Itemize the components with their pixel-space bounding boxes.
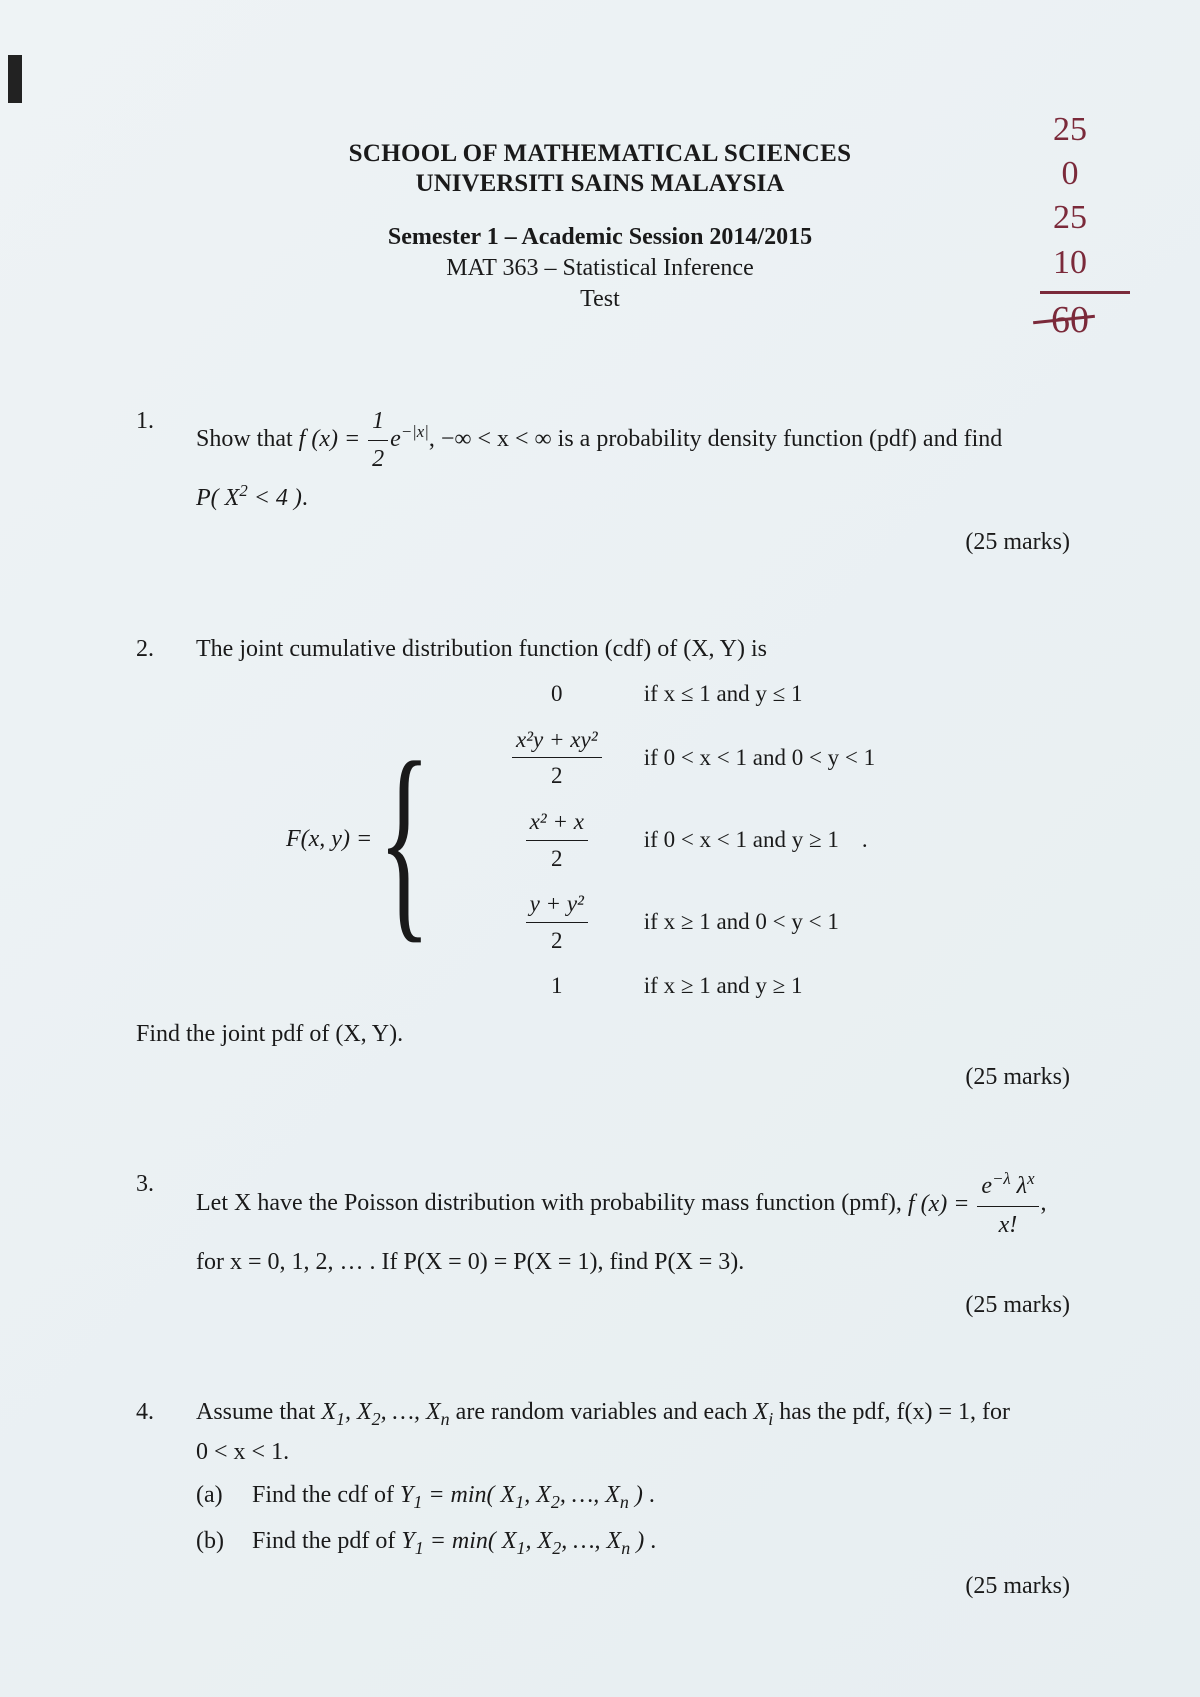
question-body: Let X have the Poisson distribution with…: [196, 1166, 1070, 1324]
scan-artifact: [8, 55, 22, 103]
page: 25 0 25 10 60 SCHOOL OF MATHEMATICAL SCI…: [0, 0, 1200, 1697]
case-cond: if 0 < x < 1 and 0 < y < 1: [644, 740, 875, 776]
case-cond: if x ≥ 1 and 0 < y < 1: [644, 904, 875, 940]
q4-intro-a: Assume that: [196, 1399, 321, 1425]
q1-range: , −∞ < x < ∞: [429, 426, 558, 452]
test-label: Test: [130, 286, 1070, 313]
q4-marks: (25 marks): [196, 1568, 1070, 1605]
q4-xi: Xi: [754, 1399, 774, 1425]
q2-piecewise: F(x, y) = { 0 if x ≤ 1 and y ≤ 1 x²y + x…: [286, 676, 1070, 1004]
case-cond: if x ≥ 1 and y ≥ 1: [644, 968, 875, 1004]
q1-period: .: [302, 485, 308, 511]
question-body: Show that f (x) = 12e−|x|, −∞ < x < ∞ is…: [196, 403, 1070, 561]
document-header: SCHOOL OF MATHEMATICAL SCIENCES UNIVERSI…: [130, 140, 1070, 313]
q1-after: is a probability density function (pdf) …: [558, 426, 1003, 452]
q1-before: Show that: [196, 426, 299, 452]
q4-part-b: (b) Find the pdf of Y1 = min( X1, X2, …,…: [196, 1523, 1070, 1563]
part-label: (a): [196, 1477, 252, 1517]
question-body: The joint cumulative distribution functi…: [196, 631, 1070, 1097]
q2-marks: (25 marks): [196, 1059, 1070, 1096]
q1-marks: (25 marks): [196, 524, 1070, 561]
case-cond: if 0 < x < 1 and y ≥ 1 .: [644, 822, 875, 858]
q2-cases: 0 if x ≤ 1 and y ≤ 1 x²y + xy²2 if 0 < x…: [492, 676, 875, 1004]
school-name: SCHOOL OF MATHEMATICAL SCIENCES: [130, 140, 1070, 168]
case-expr: x²y + xy²2: [492, 722, 622, 794]
brace-icon: {: [378, 745, 435, 934]
part-text: Find the pdf of Y1 = min( X1, X2, …, Xn …: [252, 1523, 656, 1563]
part-label: (b): [196, 1523, 252, 1563]
question-number: 4.: [136, 1394, 196, 1431]
q3-line1b: ,: [1041, 1191, 1047, 1217]
case-cond: if x ≤ 1 and y ≤ 1: [644, 676, 875, 712]
question-body: Assume that X1, X2, …, Xn are random var…: [196, 1394, 1070, 1605]
question-number: 1.: [136, 403, 196, 440]
q3-line1: Let X have the Poisson distribution with…: [196, 1166, 1070, 1243]
q2-intro: The joint cumulative distribution functi…: [196, 631, 1070, 668]
case-expr: 0: [492, 676, 622, 712]
q3-marks: (25 marks): [196, 1287, 1070, 1324]
q1-text: Show that f (x) = 12e−|x|, −∞ < x < ∞ is…: [196, 403, 1070, 478]
q4-part-a: (a) Find the cdf of Y1 = min( X1, X2, …,…: [196, 1477, 1070, 1517]
q2-lhs: F(x, y) =: [286, 676, 378, 1004]
q2-tail: Find the joint pdf of (X, Y).: [136, 1016, 1070, 1053]
university-name: UNIVERSITI SAINS MALAYSIA: [130, 170, 1070, 198]
part-text: Find the cdf of Y1 = min( X1, X2, …, Xn …: [252, 1477, 655, 1517]
question-1: 1. Show that f (x) = 12e−|x|, −∞ < x < ∞…: [136, 403, 1070, 561]
q3-pmf: f (x) = e−λ λxx!: [908, 1191, 1041, 1217]
q4-vars: X1, X2, …, Xn: [321, 1399, 449, 1425]
q3-line1a: Let X have the Poisson distribution with…: [196, 1191, 908, 1217]
q4-range: 0 < x < 1.: [196, 1434, 1070, 1471]
q3-line2: for x = 0, 1, 2, … . If P(X = 0) = P(X =…: [196, 1244, 1070, 1281]
q1-fx: f (x) = 12e−|x|: [299, 426, 429, 452]
case-expr: y + y²2: [492, 886, 622, 958]
question-4: 4. Assume that X1, X2, …, Xn are random …: [136, 1394, 1070, 1605]
question-number: 3.: [136, 1166, 196, 1203]
q4-intro: Assume that X1, X2, …, Xn are random var…: [196, 1394, 1070, 1434]
question-3: 3. Let X have the Poisson distribution w…: [136, 1166, 1070, 1324]
q4-intro-b: are random variables and each: [456, 1399, 754, 1425]
course-line: MAT 363 – Statistical Inference: [130, 255, 1070, 282]
question-2: 2. The joint cumulative distribution fun…: [136, 631, 1070, 1097]
case-expr: x² + x2: [492, 804, 622, 876]
q4-intro-c: has the pdf, f(x) = 1, for: [779, 1399, 1010, 1425]
session-line: Semester 1 – Academic Session 2014/2015: [130, 224, 1070, 251]
question-list: 1. Show that f (x) = 12e−|x|, −∞ < x < ∞…: [130, 403, 1070, 1606]
q1-prob: P( X2 < 4 ): [196, 485, 302, 511]
question-number: 2.: [136, 631, 196, 668]
q1-prob-line: P( X2 < 4 ).: [196, 478, 1070, 517]
case-expr: 1: [492, 968, 622, 1004]
